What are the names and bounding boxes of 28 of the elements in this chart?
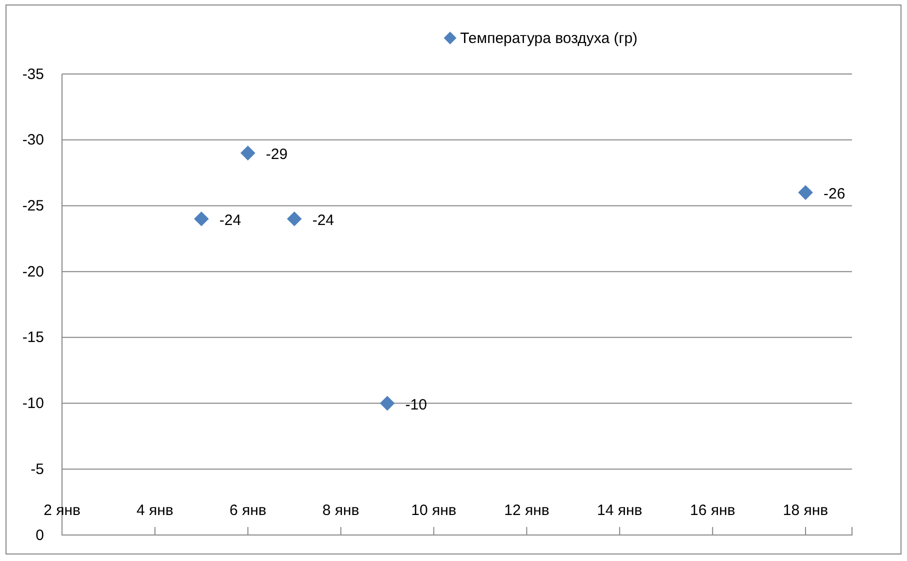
point bbox=[798, 185, 813, 200]
y-tick-label: -25 bbox=[22, 198, 44, 215]
y-tick-label: -5 bbox=[30, 460, 44, 478]
x-tick-label: 6 янв bbox=[229, 502, 266, 519]
x-tick-label: 10 янв bbox=[411, 502, 456, 519]
x-tick-label: 8 янв bbox=[322, 502, 360, 519]
y-tick-label: -30 bbox=[22, 132, 44, 149]
y-tick-label: 0 bbox=[36, 526, 44, 544]
y-tick-label: -20 bbox=[22, 263, 44, 280]
y-tick-label: -35 bbox=[22, 66, 44, 83]
data-label: -29 bbox=[266, 146, 288, 164]
x-tick-label: 14 янв bbox=[597, 502, 642, 519]
y-tick-label: -10 bbox=[22, 395, 44, 412]
point bbox=[240, 146, 256, 160]
x-tick-label: 2 янв bbox=[44, 502, 80, 519]
x-tick-label: 16 янв bbox=[690, 502, 736, 519]
data-label: -26 bbox=[824, 186, 846, 203]
data-label: -24 bbox=[312, 212, 334, 229]
data-label: -24 bbox=[219, 212, 242, 229]
x-tick-label: 4 янв bbox=[136, 502, 174, 519]
point bbox=[380, 396, 395, 411]
point bbox=[194, 211, 209, 226]
x-tick-label: 12 янв bbox=[504, 502, 550, 519]
y-tick-label: -15 bbox=[22, 329, 44, 346]
point bbox=[286, 211, 302, 226]
legend-label: Температура воздуха (гр) bbox=[460, 30, 638, 47]
data-label: -10 bbox=[405, 396, 427, 414]
x-tick-label: 18 янв bbox=[782, 502, 828, 519]
